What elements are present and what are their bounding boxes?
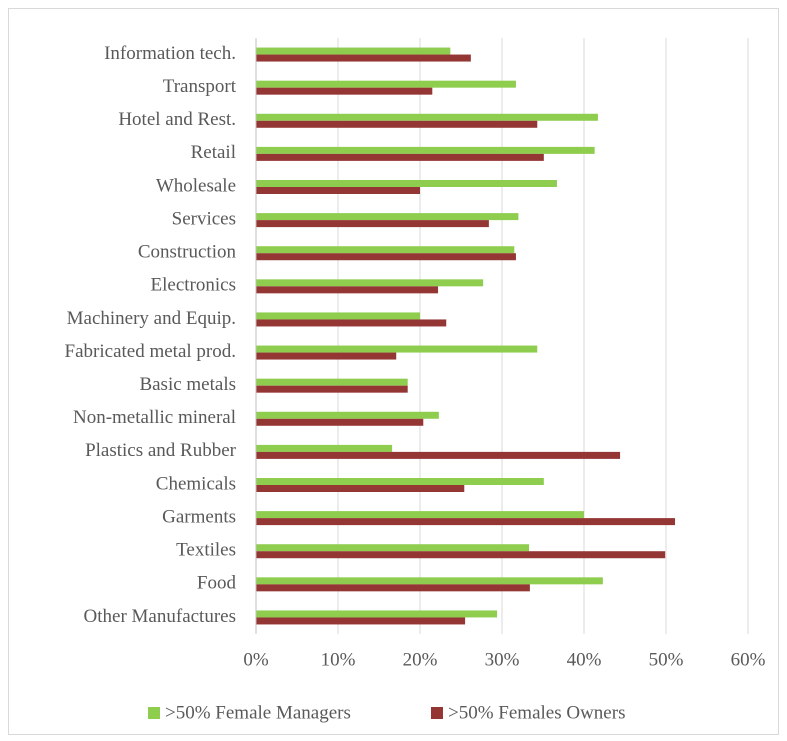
- bar: [256, 187, 420, 194]
- x-tick-label: 40%: [567, 649, 602, 670]
- bar: [256, 153, 544, 161]
- bar: [256, 146, 595, 154]
- y-tick-label: Machinery and Equip.: [67, 308, 236, 329]
- y-tick-label: Information tech.: [104, 43, 236, 64]
- y-tick-label: Hotel and Rest.: [118, 109, 236, 130]
- bar: [256, 87, 433, 95]
- bar: [256, 286, 439, 294]
- y-tick-label: Garments: [162, 506, 236, 527]
- bar: [256, 418, 424, 426]
- y-tick-label: Food: [197, 573, 237, 594]
- bar: [256, 345, 538, 353]
- bar: [256, 577, 603, 585]
- bar: [256, 511, 584, 519]
- bar: [256, 319, 447, 327]
- legend-label: >50% Females Owners: [448, 702, 625, 723]
- x-tick-label: 20%: [403, 649, 438, 670]
- bar: [256, 485, 465, 492]
- y-tick-label: Basic metals: [139, 374, 236, 395]
- bar: [256, 253, 516, 261]
- y-tick-label: Transport: [163, 76, 237, 97]
- y-tick-label: Fabricated metal prod.: [65, 341, 236, 362]
- bar: [256, 451, 621, 459]
- bar: [256, 213, 519, 221]
- x-tick-label: 0%: [243, 649, 269, 670]
- bar: [256, 478, 544, 485]
- legend-label: >50% Female Managers: [165, 702, 351, 723]
- bar: [256, 113, 598, 121]
- bar: [256, 352, 397, 360]
- y-tick-label: Retail: [191, 142, 236, 163]
- y-tick-label: Wholesale: [156, 175, 236, 196]
- bar: [256, 385, 408, 393]
- y-tick-label: Construction: [138, 242, 237, 263]
- legend-swatch: [148, 707, 160, 719]
- x-tick-label: 50%: [649, 649, 684, 670]
- legend-swatch: [431, 707, 443, 719]
- x-tick-label: 10%: [321, 649, 356, 670]
- y-tick-label: Plastics and Rubber: [85, 440, 237, 461]
- bar: [256, 54, 471, 62]
- bar: [256, 411, 439, 419]
- y-tick-label: Non-metallic mineral: [73, 407, 236, 428]
- bar: [256, 610, 498, 618]
- y-tick-label: Other Manufactures: [84, 606, 236, 627]
- bar: [256, 584, 530, 592]
- bar: [256, 220, 489, 228]
- x-tick-label: 30%: [485, 649, 520, 670]
- bar: [256, 120, 538, 128]
- bar: [256, 518, 676, 526]
- bar: [256, 180, 557, 187]
- bar: [256, 312, 420, 320]
- y-tick-label: Chemicals: [156, 473, 236, 494]
- bar: [256, 378, 408, 386]
- bar: [256, 246, 515, 254]
- bar: [256, 47, 451, 55]
- y-tick-label: Electronics: [151, 275, 236, 296]
- bar: [256, 80, 516, 88]
- bar: [256, 444, 393, 452]
- bar: [256, 617, 466, 625]
- bar: [256, 551, 666, 559]
- y-tick-label: Services: [172, 208, 236, 229]
- x-tick-label: 60%: [731, 649, 766, 670]
- bar: [256, 544, 530, 552]
- y-tick-label: Textiles: [176, 540, 236, 561]
- bar: [256, 279, 484, 287]
